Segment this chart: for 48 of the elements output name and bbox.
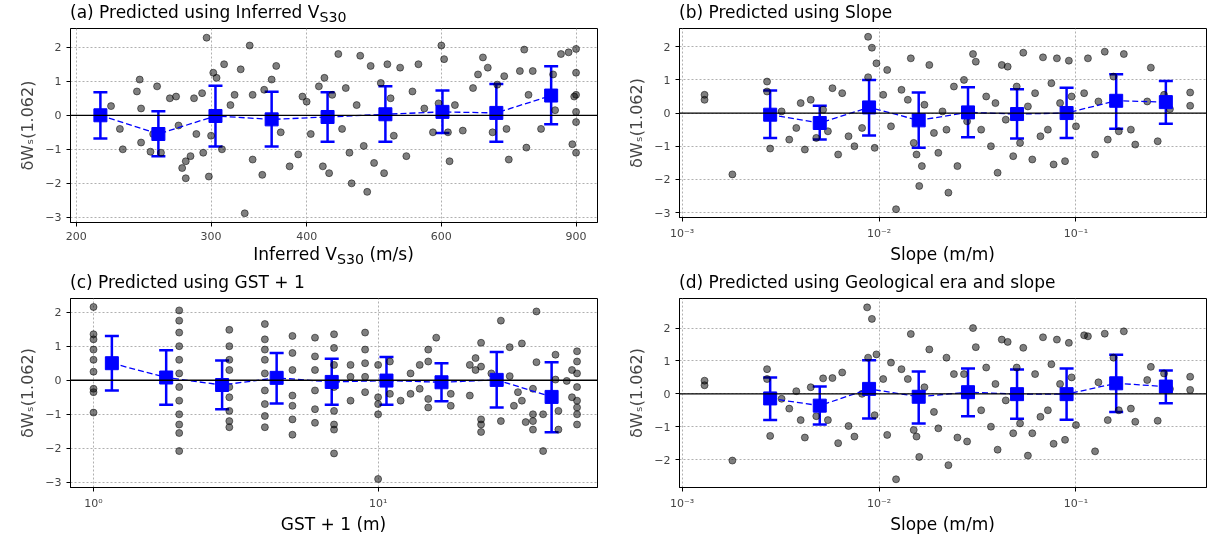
x-tick-label: 600 xyxy=(430,229,452,243)
y-tick-label: −2 xyxy=(654,453,671,467)
x-tick-label: 10⁻³ xyxy=(670,226,695,240)
chart-title: (c) Predicted using GST + 1 xyxy=(70,271,305,294)
y-tick-label: 0 xyxy=(54,109,62,123)
y-axis-title: δWₛ(1.062) xyxy=(627,78,647,168)
x-axis-title: Inferred V$_{S30}$ (m/s) xyxy=(253,243,414,270)
y-tick-label: 1 xyxy=(54,75,62,89)
x-tick-label: 10⁰ xyxy=(84,496,104,510)
x-tick-label: 10¹ xyxy=(368,496,388,510)
y-tick-label: −1 xyxy=(45,408,62,422)
y-tick-label: −3 xyxy=(45,211,62,225)
x-tick-label: 400 xyxy=(296,229,318,243)
x-tick-label: 10⁻¹ xyxy=(1063,496,1089,510)
y-tick-label: 2 xyxy=(663,322,671,336)
y-tick-label: −3 xyxy=(654,206,671,220)
y-tick-label: −3 xyxy=(45,476,62,490)
x-tick-label: 200 xyxy=(65,229,87,243)
y-axis-title: δWₛ(1.062) xyxy=(627,348,647,438)
y-tick-label: 0 xyxy=(663,387,671,401)
y-tick-label: −2 xyxy=(654,173,671,187)
y-tick-label: 2 xyxy=(54,306,62,320)
x-tick-label: 10⁻² xyxy=(866,496,892,510)
y-tick-label: 1 xyxy=(663,354,671,368)
y-axis-title: δWₛ(1.062) xyxy=(18,348,38,438)
x-tick-label: 900 xyxy=(565,229,587,243)
y-axis-title: δWₛ(1.062) xyxy=(18,80,38,171)
y-tick-label: −2 xyxy=(45,177,62,191)
y-tick-label: 1 xyxy=(54,340,62,354)
y-tick-label: −1 xyxy=(45,143,62,157)
x-axis-title: Slope (m/m) xyxy=(890,513,995,536)
x-tick-label: 10⁻³ xyxy=(670,496,695,510)
x-tick-label: 10⁻¹ xyxy=(1063,226,1089,240)
x-axis-title: GST + 1 (m) xyxy=(280,513,387,536)
y-tick-label: −2 xyxy=(45,442,62,456)
x-tick-label: 300 xyxy=(200,229,222,243)
chart-title: (a) Predicted using Inferred V$_{S30}$ xyxy=(70,1,347,28)
y-tick-label: 2 xyxy=(663,40,671,54)
y-tick-label: 1 xyxy=(663,73,671,87)
y-tick-label: 0 xyxy=(54,374,62,388)
y-tick-label: −1 xyxy=(654,140,671,154)
y-tick-label: −1 xyxy=(654,420,671,434)
chart-title: (b) Predicted using Slope xyxy=(679,1,893,24)
x-tick-label: 10⁻² xyxy=(866,226,892,240)
chart-title: (d) Predicted using Geological era and slope xyxy=(679,271,1056,294)
y-tick-label: 2 xyxy=(54,41,62,55)
x-axis-title: Slope (m/m) xyxy=(890,243,995,266)
y-tick-label: 0 xyxy=(663,107,671,121)
